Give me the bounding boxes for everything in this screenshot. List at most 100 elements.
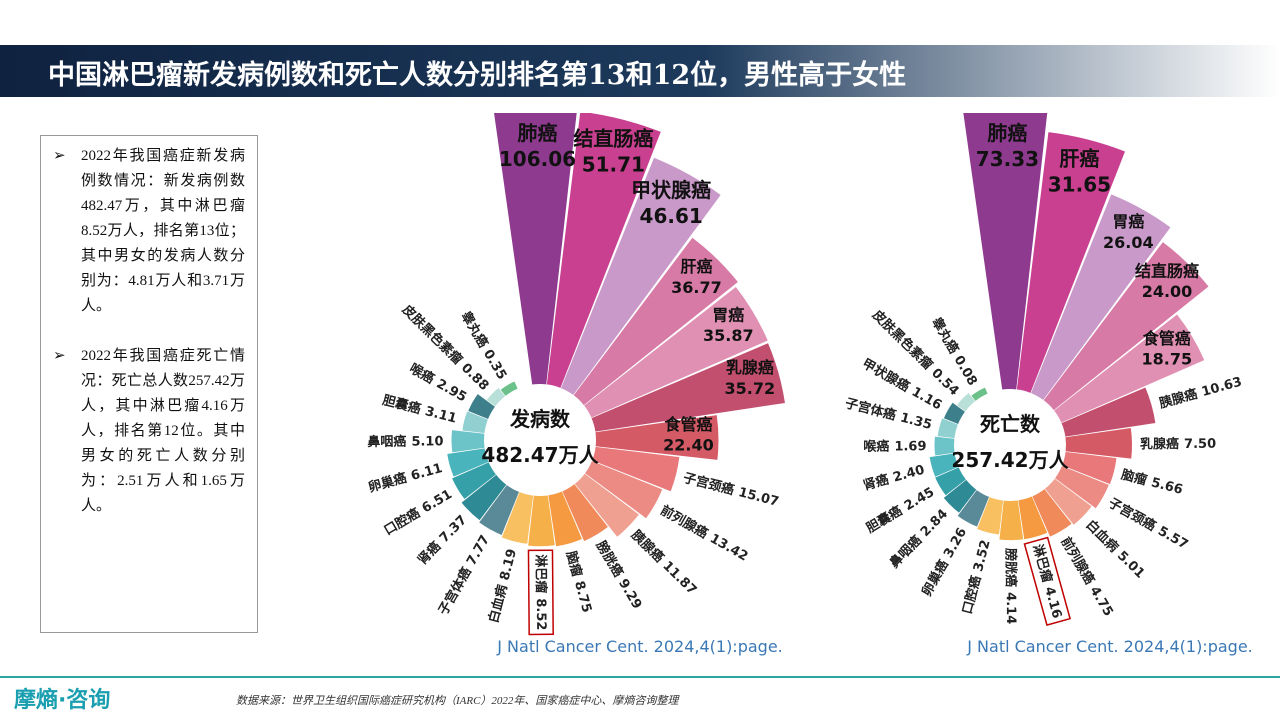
value-text: 2.45 (902, 485, 937, 514)
category-name: 肾癌 (415, 538, 445, 568)
rose-wedge (452, 462, 496, 500)
category-name: 脑瘤 (563, 549, 585, 578)
rose-wedge (1062, 451, 1117, 485)
wedge-label: 肝癌 (1059, 147, 1099, 171)
label-group: 喉癌2.95 (407, 360, 470, 405)
value-text: 15.07 (737, 485, 781, 510)
label-group: 胰腺癌11.87 (628, 527, 700, 598)
label-group: 喉癌 1.69 (863, 439, 926, 455)
rose-wedge (999, 500, 1024, 541)
value-text: 13.42 (707, 531, 750, 564)
category-name: 膀胱癌 (1002, 547, 1018, 587)
note-paragraph: 2022年我国癌症死亡情况：死亡总人数257.42万人，其中淋巴瘤4.16万人，… (49, 344, 245, 519)
rose-wedge (1018, 496, 1048, 540)
label-group: 卵巢癌6.11 (367, 460, 445, 496)
value-text: 1.16 (909, 385, 944, 414)
value-text: 1.69 (894, 439, 926, 454)
wedge-label: 喉癌2.95 (407, 360, 470, 405)
value-label: 26.04 (1103, 233, 1154, 252)
rose-wedge (957, 393, 976, 412)
center-hole (956, 391, 1064, 499)
value-text: 2.84 (918, 507, 951, 540)
value-text: 3.26 (941, 525, 970, 560)
wedge-label: 膀胱癌 4.14 (1002, 547, 1019, 624)
value-label: 106.06 (499, 147, 576, 171)
label-group: 胆囊癌3.11 (381, 392, 458, 427)
center-label: 发病数 (509, 407, 571, 431)
label-group: 子宫体癌7.77 (435, 532, 493, 618)
rose-wedge (546, 113, 661, 388)
value-text: 10.63 (1200, 375, 1244, 400)
note-paragraph: 2022年我国癌症新发病例数情况：新发病例数482.47万，其中淋巴瘤8.52万… (49, 144, 245, 319)
value-text: 5.57 (1155, 524, 1190, 553)
category-name: 甲状腺癌 (859, 356, 912, 396)
wedge-label: 子宫体癌7.77 (435, 532, 493, 617)
value-text: 6.11 (409, 461, 444, 484)
wedge-label: 乳腺癌 7.50 (1140, 436, 1216, 453)
category-name: 乳腺癌 (1140, 436, 1179, 452)
label-group: 鼻咽癌 5.10 (367, 434, 443, 450)
category-name: 胰腺癌 (1157, 386, 1199, 412)
wedge-label: 结直肠癌 (1134, 261, 1199, 280)
rose-wedge (573, 237, 738, 406)
label-group: 脑瘤5.66 (1119, 467, 1184, 498)
wedge-label: 胰腺癌11.87 (628, 527, 700, 598)
rose-wedge (1043, 242, 1209, 411)
center-value: 257.42万人 (951, 448, 1069, 472)
category-name: 前列腺癌 (1057, 534, 1097, 587)
label-group: 膀胱癌9.29 (592, 537, 645, 612)
wedge-label: 卵巢癌6.11 (367, 460, 445, 496)
category-name: 子宫颈癌 (682, 470, 736, 499)
value-text: 7.50 (1184, 437, 1216, 452)
value-label: 31.65 (1048, 173, 1111, 197)
wedge-label: 食管癌 (663, 415, 712, 434)
rose-wedge (500, 381, 518, 396)
rose-wedge (1055, 465, 1109, 509)
center-value: 482.47万人 (481, 443, 599, 467)
rose-wedge (560, 157, 721, 395)
category-name: 口腔癌 (381, 505, 423, 539)
wedge-label: 膀胱癌9.29 (592, 537, 645, 612)
center-label: 死亡数 (980, 412, 1041, 436)
highlight-box (527, 549, 554, 636)
value-text: 5.01 (1114, 548, 1147, 581)
value-label: 36.77 (671, 278, 722, 297)
rose-wedge (943, 479, 977, 513)
value-text: 11.87 (659, 559, 699, 599)
value-label: 35.72 (725, 379, 776, 398)
value-text: 4.14 (1003, 592, 1018, 624)
value-text: 8.19 (497, 547, 520, 582)
wedge-label: 前列腺癌13.42 (657, 502, 750, 564)
wedge-label: 脑瘤5.66 (1119, 467, 1184, 498)
value-text: 6.51 (420, 487, 455, 516)
label-group: 肾癌2.40 (861, 463, 926, 494)
rose-wedge (1044, 478, 1092, 525)
category-name: 口腔癌 (959, 574, 984, 616)
rose-wedge (486, 387, 506, 407)
logo: 摩熵·咨询 (14, 688, 111, 713)
value-label: 18.75 (1142, 350, 1193, 369)
value-text: 2.95 (434, 377, 469, 406)
category-name: 睾丸癌 (458, 309, 492, 351)
value-label: 35.87 (703, 326, 754, 345)
rose-wedge (548, 491, 583, 547)
label-group: 膀胱癌 4.14 (1002, 547, 1019, 624)
category-name: 胰腺癌 (628, 527, 667, 566)
rose-wedge (1032, 489, 1072, 537)
rose-wedge (574, 473, 639, 537)
rose-wedge (592, 446, 680, 492)
rose-wedge (447, 448, 489, 477)
wedge-label: 肺癌 (517, 121, 557, 145)
label-group: 乳腺癌 7.50 (1140, 436, 1216, 453)
rose-wedge (977, 497, 1004, 535)
category-name: 膀胱癌 (592, 537, 626, 580)
rose-wedge (501, 492, 534, 544)
wedge-label: 乳腺癌 (726, 358, 774, 377)
label-group: 口腔癌3.52 (959, 538, 994, 616)
category-name: 白血病 (485, 583, 510, 625)
rose-wedge (479, 485, 520, 535)
rose-wedge (451, 430, 485, 453)
wedge-label: 脑瘤8.75 (563, 549, 595, 614)
rose-wedge (494, 113, 577, 385)
